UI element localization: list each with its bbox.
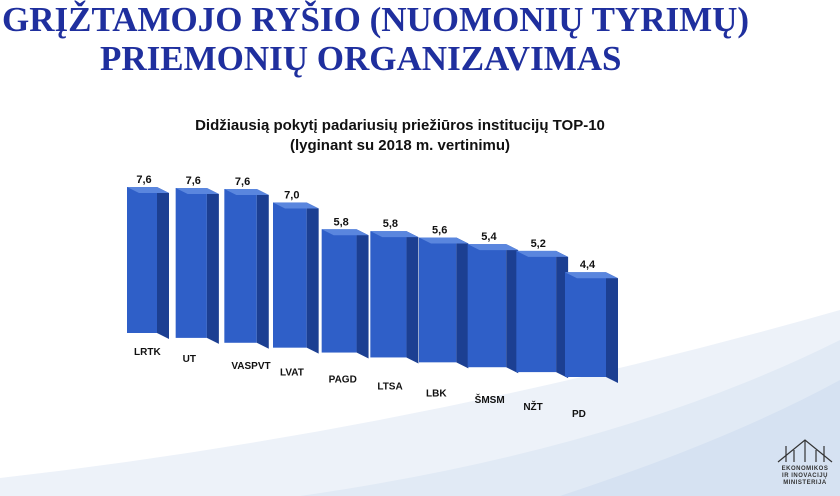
- bar-front-LVAT: [273, 202, 307, 348]
- data-label-VASPVT: 7,6: [235, 176, 250, 188]
- bar-front-NŽT: [516, 250, 557, 373]
- bar-side-VASPVT: [256, 189, 269, 349]
- bar-side-LBK: [456, 237, 469, 369]
- bar-front-VASPVT: [224, 189, 257, 343]
- category-label-PD: PD: [572, 409, 586, 420]
- data-label-LTSA: 5,8: [383, 218, 398, 230]
- bar-top-LRTK: [127, 187, 169, 193]
- logo-text-line-2: IR INOVACIJŲ: [782, 473, 828, 479]
- bar-front-LTSA: [370, 231, 407, 358]
- slide-title-line-2: PRIEMONIŲ ORGANIZAVIMAS: [100, 39, 622, 78]
- category-label-VASPVT: VASPVT: [231, 361, 270, 372]
- bar-side-LTSA: [406, 231, 419, 364]
- data-label-PD: 4,4: [580, 259, 596, 271]
- bar-top-UT: [175, 188, 219, 194]
- bar-front-UT: [175, 188, 207, 338]
- logo-text-line-1: EKONOMIKOS: [781, 466, 829, 472]
- category-label-LVAT: LVAT: [280, 368, 304, 379]
- bar-front-LRTK: [127, 187, 157, 333]
- bar-top-LVAT: [273, 202, 319, 209]
- bar-side-UT: [206, 188, 219, 344]
- bar-top-ŠMSM: [467, 244, 519, 251]
- data-label-LBK: 5,6: [432, 225, 447, 237]
- bar-top-PAGD: [321, 229, 369, 236]
- chart-subtitle: (lyginant su 2018 m. vertinimu): [289, 137, 511, 154]
- bar-front-PAGD: [321, 229, 357, 353]
- bar-top-NŽT: [516, 250, 569, 257]
- bar-top-VASPVT: [224, 189, 269, 195]
- bar-side-PAGD: [356, 229, 369, 359]
- bar-front-ŠMSM: [467, 244, 507, 368]
- category-label-UT: UT: [183, 354, 196, 365]
- category-label-PAGD: PAGD: [329, 375, 357, 386]
- data-label-PAGD: 5,8: [333, 216, 348, 228]
- category-label-LRTK: LRTK: [134, 347, 161, 358]
- slide-title-line-1: GRĮŽTAMOJO RYŠIO (NUOMONIŲ TYRIMŲ): [2, 0, 750, 39]
- bar-side-PD: [606, 272, 618, 383]
- data-label-UT: 7,6: [186, 175, 201, 187]
- category-label-LBK: LBK: [426, 388, 447, 399]
- data-label-ŠMSM: 5,4: [481, 231, 497, 243]
- category-label-LTSA: LTSA: [377, 381, 402, 392]
- data-label-LRTK: 7,6: [136, 174, 151, 186]
- bar-front-LBK: [419, 237, 457, 363]
- chart-title: Didžiausią pokytį padariusių priežiūros …: [195, 117, 605, 134]
- bar-top-LBK: [419, 237, 469, 244]
- category-label-NŽT: NŽT: [523, 400, 542, 413]
- bar-front-PD: [565, 272, 606, 377]
- bar-top-PD: [565, 272, 618, 279]
- category-label-ŠMSM: ŠMSM: [475, 393, 505, 406]
- bar-side-LVAT: [306, 202, 319, 354]
- logo-text-line-3: MINISTERIJA: [783, 480, 827, 486]
- bar-side-LRTK: [157, 187, 169, 339]
- data-label-NŽT: 5,2: [531, 238, 546, 250]
- bar-top-LTSA: [370, 231, 419, 238]
- data-label-LVAT: 7,0: [284, 189, 299, 201]
- bar-side-ŠMSM: [506, 244, 519, 374]
- ministry-logo-icon: [777, 439, 833, 463]
